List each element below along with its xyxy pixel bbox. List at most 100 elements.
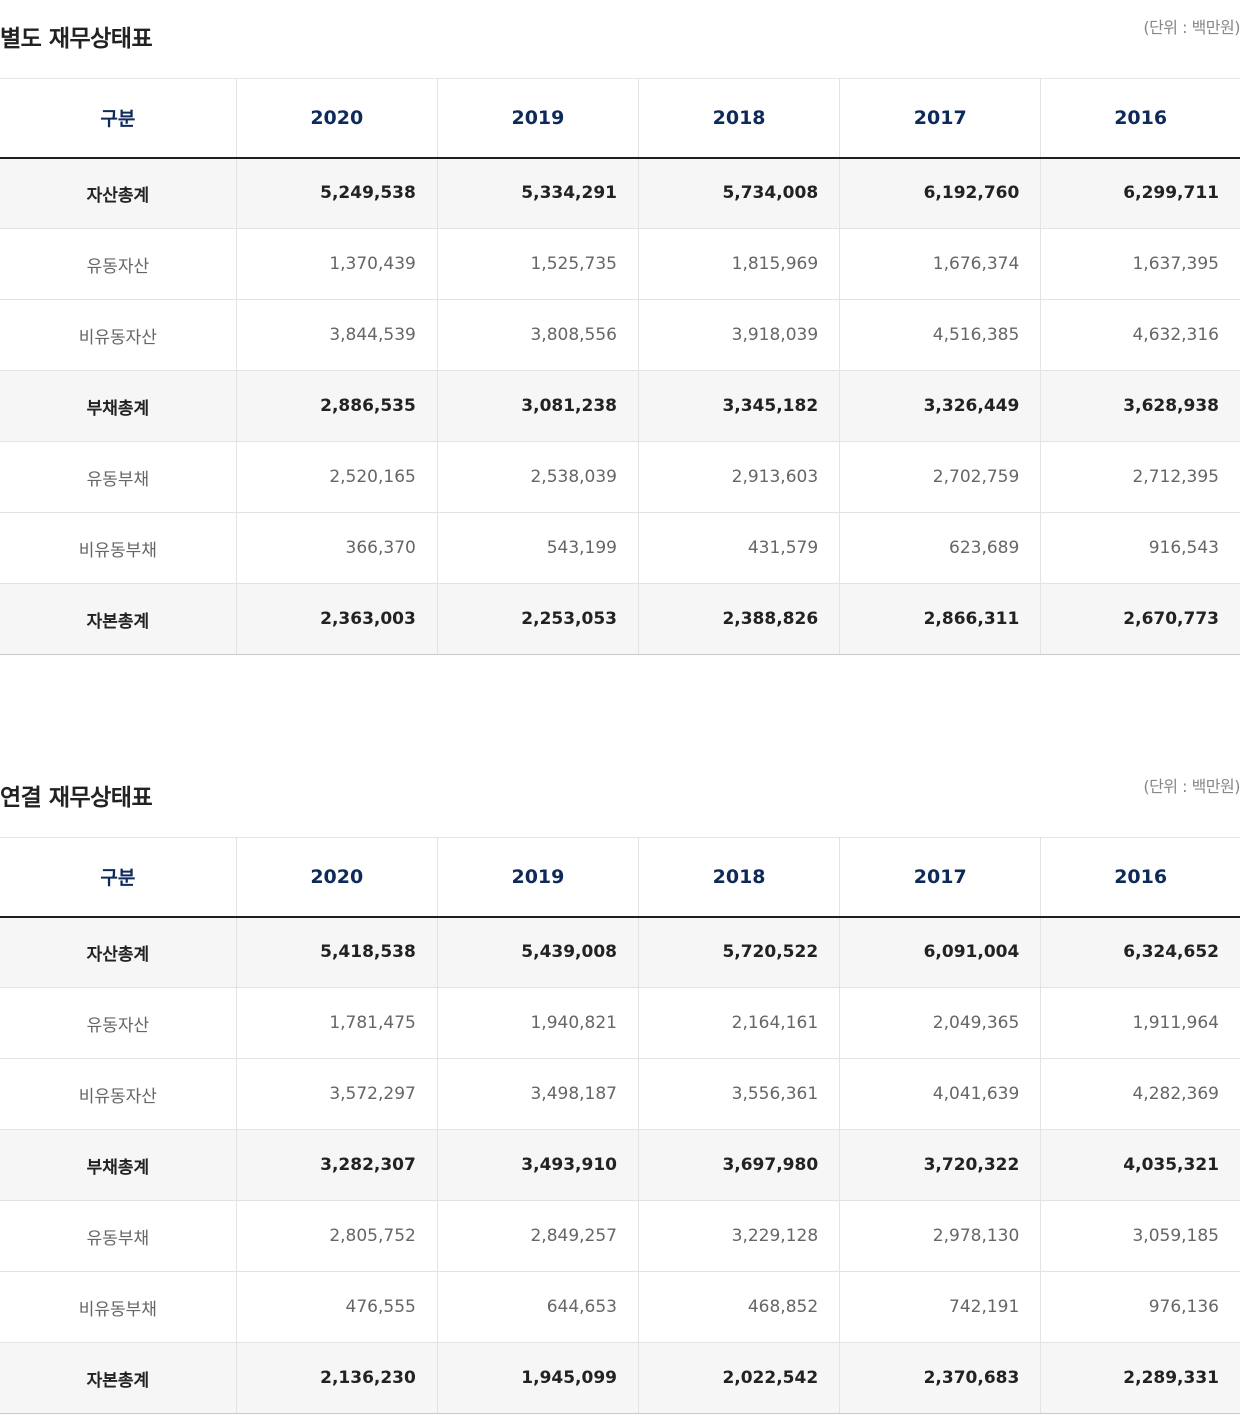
row-label: 비유동부채 xyxy=(0,1271,237,1343)
value-cell: 2,670,773 xyxy=(1040,583,1240,655)
table-row: 유동부채 2,520,165 2,538,039 2,913,603 2,702,759… xyxy=(0,441,1240,513)
row-label: 비유동부채 xyxy=(0,512,237,584)
value-cell: 623,689 xyxy=(839,512,1041,584)
value-cell: 6,091,004 xyxy=(839,916,1041,988)
value-cell: 3,720,322 xyxy=(839,1129,1041,1201)
row-label: 부채총계 xyxy=(0,1129,237,1201)
value-cell: 5,249,538 xyxy=(235,157,438,229)
value-cell: 3,808,556 xyxy=(436,299,639,371)
column-header-year: 2020 xyxy=(235,78,438,159)
table-row: 유동부채 2,805,752 2,849,257 3,229,128 2,978,130… xyxy=(0,1200,1240,1272)
value-cell: 3,556,361 xyxy=(637,1058,840,1130)
value-cell: 1,911,964 xyxy=(1040,987,1240,1059)
value-cell: 3,326,449 xyxy=(839,370,1041,442)
financial-table: 구분 2020 2019 2018 2017 2016 자산총계 5,418,53… xyxy=(0,837,1240,1414)
value-cell: 2,849,257 xyxy=(436,1200,639,1272)
value-cell: 5,334,291 xyxy=(436,157,639,229)
value-cell: 2,049,365 xyxy=(839,987,1041,1059)
value-cell: 543,199 xyxy=(436,512,639,584)
row-label: 자본총계 xyxy=(0,583,237,655)
value-cell: 3,844,539 xyxy=(235,299,438,371)
table-row: 자산총계 5,418,538 5,439,008 5,720,522 6,091,004… xyxy=(0,916,1240,988)
value-cell: 2,805,752 xyxy=(235,1200,438,1272)
value-cell: 976,136 xyxy=(1040,1271,1240,1343)
row-label: 유동자산 xyxy=(0,228,237,300)
value-cell: 2,712,395 xyxy=(1040,441,1240,513)
table-row: 유동자산 1,781,475 1,940,821 2,164,161 2,049,365… xyxy=(0,987,1240,1059)
value-cell: 2,866,311 xyxy=(839,583,1041,655)
value-cell: 2,289,331 xyxy=(1040,1342,1240,1414)
value-cell: 2,886,535 xyxy=(235,370,438,442)
value-cell: 2,388,826 xyxy=(637,583,840,655)
value-cell: 3,697,980 xyxy=(637,1129,840,1201)
table-row: 비유동자산 3,572,297 3,498,187 3,556,361 4,041,63… xyxy=(0,1058,1240,1130)
value-cell: 742,191 xyxy=(839,1271,1041,1343)
table-body: 자산총계 5,418,538 5,439,008 5,720,522 6,091,004… xyxy=(0,916,1240,1414)
table-row: 유동자산 1,370,439 1,525,735 1,815,969 1,676,374… xyxy=(0,228,1240,300)
table-row: 비유동자산 3,844,539 3,808,556 3,918,039 4,516,38… xyxy=(0,299,1240,371)
column-header-year: 2019 xyxy=(436,837,639,918)
row-label: 자산총계 xyxy=(0,157,237,229)
value-cell: 3,493,910 xyxy=(436,1129,639,1201)
table-row: 부채총계 2,886,535 3,081,238 3,345,182 3,326,449… xyxy=(0,370,1240,442)
value-cell: 3,918,039 xyxy=(637,299,840,371)
consolidated-financial-statement-section: 연결 재무상태표 (단위 : 백만원) 구분 2020 2019 2018 20… xyxy=(0,759,1240,1414)
value-cell: 2,164,161 xyxy=(637,987,840,1059)
financial-table: 구분 2020 2019 2018 2017 2016 자산총계 5,249,53… xyxy=(0,78,1240,655)
value-cell: 2,520,165 xyxy=(235,441,438,513)
column-header-year: 2020 xyxy=(235,837,438,918)
column-header-year: 2017 xyxy=(839,837,1041,918)
value-cell: 3,628,938 xyxy=(1040,370,1240,442)
value-cell: 6,299,711 xyxy=(1040,157,1240,229)
table-row: 자본총계 2,363,003 2,253,053 2,388,826 2,866,311… xyxy=(0,583,1240,655)
row-label: 자본총계 xyxy=(0,1342,237,1414)
value-cell: 6,192,760 xyxy=(839,157,1041,229)
value-cell: 2,363,003 xyxy=(235,583,438,655)
value-cell: 1,370,439 xyxy=(235,228,438,300)
value-cell: 3,498,187 xyxy=(436,1058,639,1130)
value-cell: 1,940,821 xyxy=(436,987,639,1059)
value-cell: 644,653 xyxy=(436,1271,639,1343)
section-header: 별도 재무상태표 (단위 : 백만원) xyxy=(0,0,1240,78)
value-cell: 4,516,385 xyxy=(839,299,1041,371)
table-header-row: 구분 2020 2019 2018 2017 2016 xyxy=(0,78,1240,159)
unit-note: (단위 : 백만원) xyxy=(1143,777,1240,796)
value-cell: 2,022,542 xyxy=(637,1342,840,1414)
column-header-year: 2016 xyxy=(1040,837,1240,918)
value-cell: 3,229,128 xyxy=(637,1200,840,1272)
value-cell: 468,852 xyxy=(637,1271,840,1343)
value-cell: 4,041,639 xyxy=(839,1058,1041,1130)
value-cell: 4,632,316 xyxy=(1040,299,1240,371)
value-cell: 2,253,053 xyxy=(436,583,639,655)
table-row: 비유동부채 366,370 543,199 431,579 623,689 916,543 xyxy=(0,512,1240,584)
value-cell: 5,439,008 xyxy=(436,916,639,988)
column-header-year: 2019 xyxy=(436,78,639,159)
value-cell: 916,543 xyxy=(1040,512,1240,584)
row-label: 유동부채 xyxy=(0,1200,237,1272)
value-cell: 6,324,652 xyxy=(1040,916,1240,988)
value-cell: 2,538,039 xyxy=(436,441,639,513)
row-label: 자산총계 xyxy=(0,916,237,988)
value-cell: 2,702,759 xyxy=(839,441,1041,513)
unit-note: (단위 : 백만원) xyxy=(1143,18,1240,37)
value-cell: 3,282,307 xyxy=(235,1129,438,1201)
row-label: 유동자산 xyxy=(0,987,237,1059)
value-cell: 1,945,099 xyxy=(436,1342,639,1414)
separate-financial-statement-section: 별도 재무상태표 (단위 : 백만원) 구분 2020 2019 2018 20… xyxy=(0,0,1240,655)
table-row: 자산총계 5,249,538 5,334,291 5,734,008 6,192,760… xyxy=(0,157,1240,229)
value-cell: 3,345,182 xyxy=(637,370,840,442)
table-row: 부채총계 3,282,307 3,493,910 3,697,980 3,720,322… xyxy=(0,1129,1240,1201)
value-cell: 1,525,735 xyxy=(436,228,639,300)
column-header-year: 2017 xyxy=(839,78,1041,159)
column-header-year: 2018 xyxy=(637,78,840,159)
value-cell: 1,781,475 xyxy=(235,987,438,1059)
column-header-category: 구분 xyxy=(0,78,237,159)
value-cell: 1,637,395 xyxy=(1040,228,1240,300)
row-label: 유동부채 xyxy=(0,441,237,513)
value-cell: 5,734,008 xyxy=(637,157,840,229)
value-cell: 1,676,374 xyxy=(839,228,1041,300)
value-cell: 5,720,522 xyxy=(637,916,840,988)
column-header-category: 구분 xyxy=(0,837,237,918)
row-label: 부채총계 xyxy=(0,370,237,442)
row-label: 비유동자산 xyxy=(0,299,237,371)
